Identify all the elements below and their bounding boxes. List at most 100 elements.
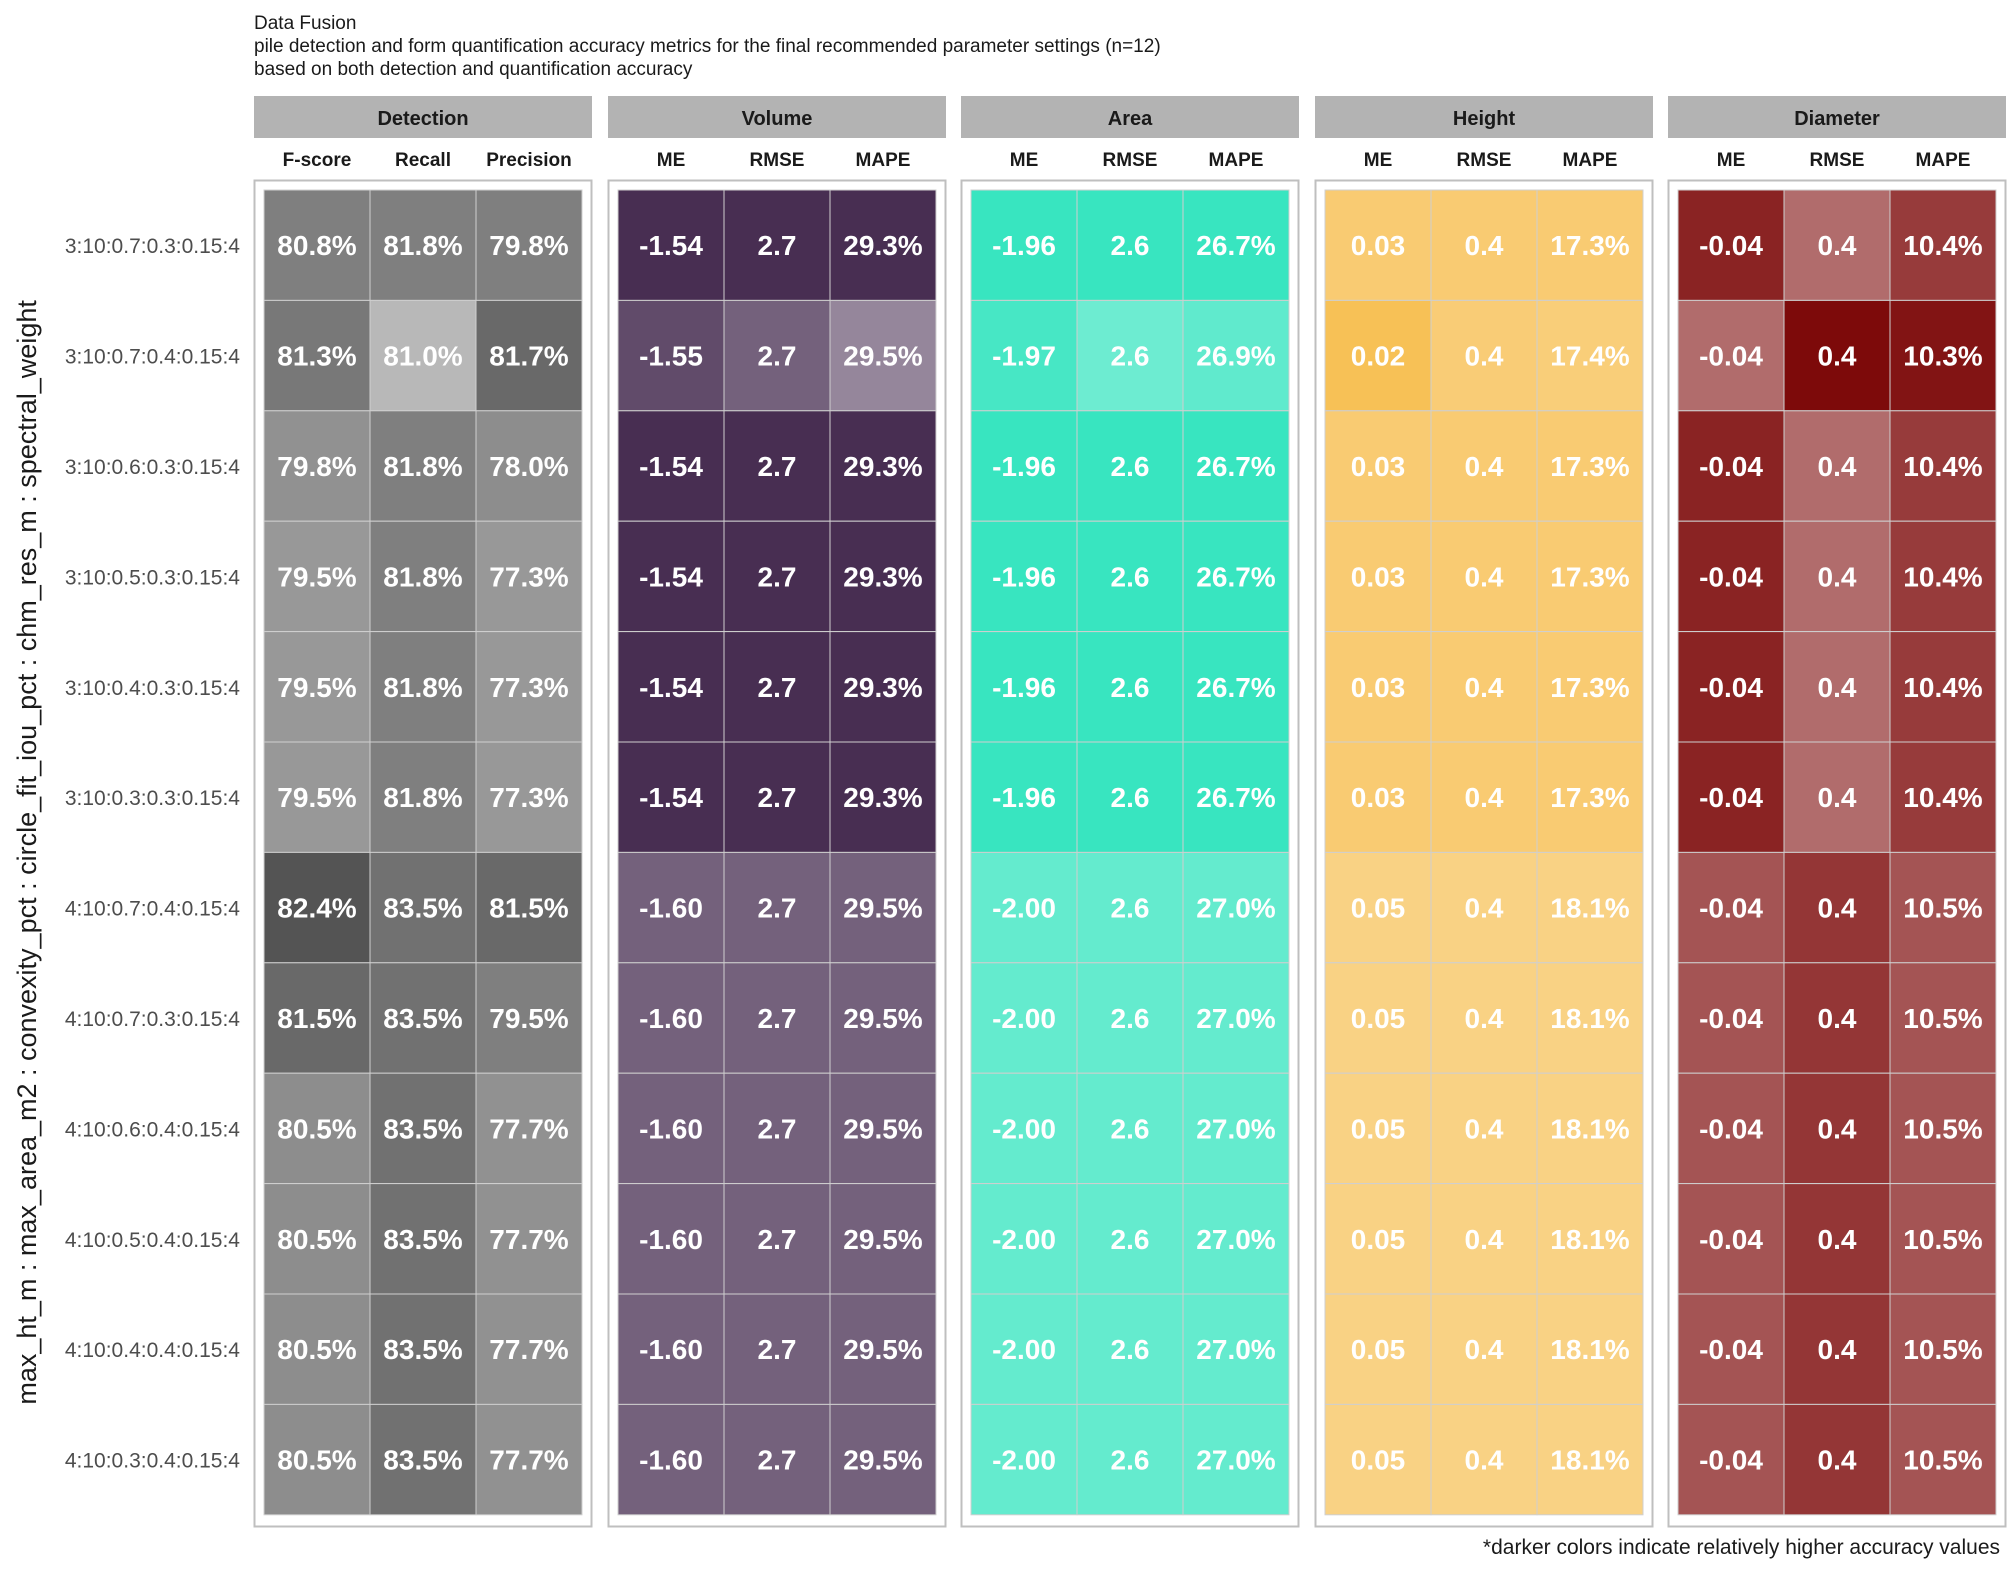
heatmap-cell xyxy=(263,520,371,633)
cell-value-label: -0.04 xyxy=(1699,561,1763,592)
cell-value-label: 78.0% xyxy=(489,451,568,482)
heatmap-cell xyxy=(970,1293,1078,1405)
heatmap-cell xyxy=(829,1072,937,1185)
heatmap-cell xyxy=(1889,851,1997,964)
cell-value-label: 2.6 xyxy=(1111,1334,1150,1365)
heatmap-cell xyxy=(1076,962,1184,1074)
panel-strip-diameter xyxy=(1668,96,2006,138)
cell-value-label: 0.4 xyxy=(1818,672,1857,703)
heatmap-cell xyxy=(369,1072,477,1185)
cell-value-label: -1.96 xyxy=(992,672,1056,703)
column-label: MAPE xyxy=(856,150,911,171)
cell-value-label: 2.7 xyxy=(758,1334,797,1365)
heatmap-cell xyxy=(1182,299,1290,412)
heatmap-cell xyxy=(970,299,1078,412)
column-label: RMSE xyxy=(1457,150,1512,171)
heatmap-cell xyxy=(723,851,831,964)
cell-value-label: 18.1% xyxy=(1550,1113,1629,1144)
cell-value-label: 0.4 xyxy=(1465,1113,1504,1144)
cell-value-label: 0.4 xyxy=(1818,1224,1857,1255)
heatmap-cell xyxy=(829,189,937,301)
heatmap-cell xyxy=(1677,520,1785,633)
heatmap-cell xyxy=(829,1183,937,1295)
heatmap-cell xyxy=(617,851,725,964)
panel-area: Area ME RMSE MAPE -1.96 2.6 26.7% -1.97 2.6 26.9%… xyxy=(960,96,1300,1528)
cell-value-label: 0.4 xyxy=(1465,893,1504,924)
cell-value-label: 26.7% xyxy=(1196,672,1275,703)
cell-value-label: 0.4 xyxy=(1818,782,1857,813)
heatmap-cell xyxy=(723,189,831,301)
row-label: 4:10:0.3:0.4:0.15:4 xyxy=(65,1450,240,1473)
cell-value-label: -1.60 xyxy=(639,1224,703,1255)
cell-value-label: 0.4 xyxy=(1818,1445,1857,1476)
cell-value-label: 0.03 xyxy=(1351,672,1406,703)
cell-value-label: 81.5% xyxy=(489,893,568,924)
heatmap-cell xyxy=(1677,741,1785,853)
cell-value-label: 0.02 xyxy=(1351,341,1406,372)
panel-detection: Detection F-score Recall Precision 80.8% 81.8… xyxy=(253,96,593,1528)
heatmap-cell xyxy=(475,189,583,301)
cell-value-label: -2.00 xyxy=(992,1003,1056,1034)
cell-value-label: 0.4 xyxy=(1818,451,1857,482)
column-label: ME xyxy=(657,150,686,171)
heatmap-cell xyxy=(1430,1293,1538,1405)
cell-value-label: -1.60 xyxy=(639,1003,703,1034)
cell-value-label: -1.96 xyxy=(992,230,1056,261)
cell-value-label: -2.00 xyxy=(992,1113,1056,1144)
panel-title-detection: Detection xyxy=(377,108,468,130)
heatmap-cell xyxy=(1783,1183,1891,1295)
cell-value-label: 0.03 xyxy=(1351,782,1406,813)
heatmap-cell xyxy=(1677,1072,1785,1185)
panel-diameter: Diameter ME RMSE MAPE -0.04 0.4 10.4% -0.04 0.4 1… xyxy=(1667,96,2007,1528)
heatmap-cell xyxy=(1430,1183,1538,1295)
heatmap-cell xyxy=(1783,299,1891,412)
heatmap-cell xyxy=(617,631,725,743)
heatmap-cell xyxy=(829,741,937,853)
cell-value-label: 10.4% xyxy=(1903,230,1982,261)
heatmap-cell xyxy=(1677,1183,1785,1295)
cell-value-label: 0.4 xyxy=(1465,451,1504,482)
heatmap-cell xyxy=(1430,631,1538,743)
cell-value-label: 2.7 xyxy=(758,1113,797,1144)
heatmap-cell xyxy=(1536,962,1644,1074)
cell-value-label: -0.04 xyxy=(1699,1113,1763,1144)
cell-value-label: 83.5% xyxy=(383,1003,462,1034)
cell-value-label: -1.54 xyxy=(639,451,703,482)
heatmap-cell xyxy=(1536,1403,1644,1516)
cell-value-label: 17.3% xyxy=(1550,451,1629,482)
heatmap-cell xyxy=(369,299,477,412)
cell-value-label: 29.5% xyxy=(843,1113,922,1144)
cell-value-label: 0.4 xyxy=(1818,1003,1857,1034)
heatmap-cell xyxy=(1889,299,1997,412)
heatmap-cell xyxy=(1889,410,1997,522)
row-label: 3:10:0.6:0.3:0.15:4 xyxy=(65,456,240,479)
cell-value-label: 10.4% xyxy=(1903,561,1982,592)
column-label: Recall xyxy=(395,150,451,171)
chart-title: Data Fusion xyxy=(254,13,357,34)
heatmap-cell xyxy=(1182,410,1290,522)
heatmap-cell xyxy=(723,741,831,853)
heatmap-cell xyxy=(1536,520,1644,633)
panel-title-area: Area xyxy=(1108,108,1153,130)
column-label: ME xyxy=(1364,150,1393,171)
cell-value-label: 0.4 xyxy=(1465,561,1504,592)
cell-value-label: 26.9% xyxy=(1196,341,1275,372)
heatmap-cell xyxy=(263,1293,371,1405)
cell-value-label: 77.3% xyxy=(489,782,568,813)
heatmap-cell xyxy=(1889,741,1997,853)
heatmap-cell xyxy=(829,962,937,1074)
heatmap-cell xyxy=(263,962,371,1074)
cell-value-label: 2.7 xyxy=(758,893,797,924)
column-label: MAPE xyxy=(1209,150,1264,171)
heatmap-cell xyxy=(1536,410,1644,522)
column-label: ME xyxy=(1010,150,1039,171)
cell-value-label: 2.6 xyxy=(1111,893,1150,924)
heatmap-cell xyxy=(829,299,937,412)
heatmap-cell xyxy=(1430,1072,1538,1185)
cell-value-label: 0.03 xyxy=(1351,561,1406,592)
row-label: 4:10:0.7:0.3:0.15:4 xyxy=(65,1008,240,1031)
cell-value-label: 26.7% xyxy=(1196,782,1275,813)
cell-value-label: -0.04 xyxy=(1699,230,1763,261)
cell-value-label: 80.5% xyxy=(277,1445,356,1476)
row-label: 3:10:0.4:0.3:0.15:4 xyxy=(65,677,240,700)
